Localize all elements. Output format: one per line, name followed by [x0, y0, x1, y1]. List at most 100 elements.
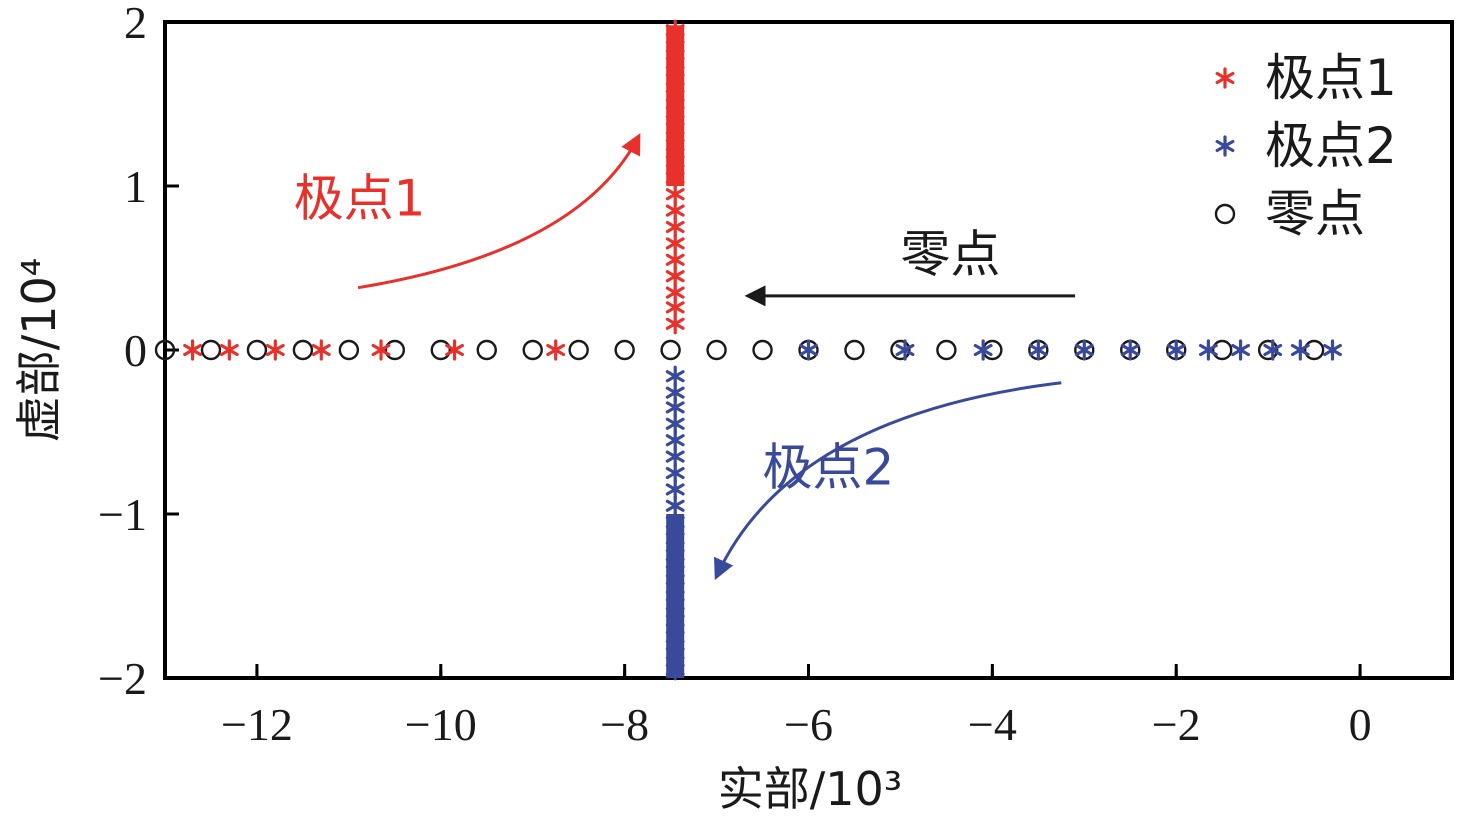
- y-axis-title: 虚部/10⁴: [12, 258, 66, 442]
- asterisk-stroke: [665, 499, 685, 512]
- legend-zero: 零点: [1214, 185, 1365, 243]
- asterisk-stroke: [665, 237, 685, 250]
- zero-point: [430, 339, 451, 361]
- asterisk-stroke: [1215, 71, 1235, 85]
- legend-zero-marker: [1214, 203, 1236, 225]
- zero-point: [568, 339, 589, 361]
- pole1-point: [546, 339, 566, 361]
- asterisk-stroke: [1166, 343, 1186, 357]
- zero-point: [292, 339, 314, 361]
- asterisk-stroke: [665, 301, 685, 314]
- asterisk-stroke: [1074, 343, 1094, 357]
- asterisk-stroke: [371, 343, 391, 357]
- legend-pole1-label: 极点1: [1265, 49, 1397, 107]
- asterisk-stroke: [1215, 139, 1235, 153]
- y-tick-label: −2: [98, 653, 147, 704]
- asterisk-stroke: [665, 466, 685, 480]
- asterisk-stroke: [665, 188, 685, 201]
- asterisk-stroke: [1290, 343, 1310, 357]
- zero-point: [200, 339, 222, 361]
- pole2-point: [973, 339, 993, 361]
- pole2-point: [1231, 339, 1250, 361]
- asterisk-stroke: [1028, 343, 1048, 357]
- legend-pole2: 极点2: [1215, 117, 1397, 175]
- asterisk-stroke: [665, 417, 685, 430]
- pole1-point: [371, 339, 391, 361]
- x-tick-label: −2: [1152, 699, 1201, 750]
- asterisk-stroke: [665, 286, 685, 299]
- asterisk-stroke: [1323, 343, 1342, 357]
- asterisk-stroke: [1198, 343, 1218, 357]
- asterisk-stroke: [665, 253, 685, 266]
- zero-point: [660, 339, 681, 361]
- asterisk-stroke: [665, 204, 685, 217]
- y-tick-label: 1: [124, 161, 147, 212]
- pole2-point: [1323, 339, 1342, 361]
- asterisk-stroke: [665, 434, 685, 447]
- pole1-annotation-label: 极点1: [294, 170, 426, 228]
- pole2-point: [1028, 339, 1048, 361]
- x-tick-label: −6: [784, 699, 833, 750]
- x-tick-label: −8: [600, 699, 649, 750]
- pole2-point: [1198, 339, 1218, 361]
- zero-point: [246, 339, 268, 361]
- pole1-series: [183, 19, 685, 361]
- asterisk-stroke: [665, 370, 685, 383]
- x-tick-label: −12: [221, 699, 293, 750]
- x-axis-ticks: −12 −10 −8 −6 −4 −2 0: [221, 664, 1372, 750]
- pole2-point: [1166, 339, 1186, 361]
- zero-point: [614, 339, 635, 361]
- zero-point: [384, 339, 406, 361]
- asterisk-stroke: [546, 343, 566, 357]
- x-tick-label: −10: [405, 699, 477, 750]
- pole2-point: [1120, 339, 1140, 361]
- zero-point: [706, 339, 727, 361]
- zero-point: [338, 339, 360, 361]
- pole2-locus-band: [666, 514, 685, 678]
- y-tick-label: −1: [98, 489, 147, 540]
- zero-point: [476, 339, 497, 361]
- y-axis-ticks: −2 −1 0 1 2: [98, 0, 179, 704]
- zero-point: [1257, 339, 1279, 361]
- pole1-locus-band: [666, 25, 685, 187]
- pole1-point: [183, 339, 203, 361]
- pole1-point: [311, 339, 331, 361]
- x-tick-label: −4: [968, 699, 1017, 750]
- asterisk-stroke: [665, 317, 685, 330]
- asterisk-stroke: [445, 343, 465, 357]
- zero-point: [890, 339, 911, 361]
- legend-pole2-label: 极点2: [1265, 117, 1397, 175]
- pole2-point: [799, 339, 818, 361]
- zero-point: [154, 339, 176, 361]
- zero-point: [1303, 339, 1325, 361]
- asterisk-stroke: [219, 343, 239, 357]
- pole1-point: [219, 339, 239, 361]
- pole2-point: [1290, 339, 1310, 361]
- pole1-point: [445, 339, 465, 361]
- zero-point: [844, 339, 865, 361]
- y-tick-label: 0: [124, 325, 147, 376]
- pole2-point: [895, 339, 915, 361]
- asterisk-stroke: [895, 343, 915, 357]
- asterisk-stroke: [1263, 343, 1283, 357]
- asterisk-stroke: [183, 343, 203, 357]
- asterisk-stroke: [665, 450, 685, 463]
- pole1-arrow: [357, 133, 641, 290]
- asterisk-stroke: [799, 343, 818, 357]
- x-tick-label: 0: [1349, 699, 1372, 750]
- zero-annotation-label: 零点: [900, 225, 1000, 283]
- pole2-point: [1074, 339, 1094, 361]
- asterisk-stroke: [1231, 343, 1250, 357]
- legend-pole1-marker: [1215, 67, 1235, 89]
- zero-point: [522, 339, 543, 361]
- pole1-point: [265, 339, 285, 361]
- pole2-annotation-label: 极点2: [763, 438, 895, 496]
- asterisk-stroke: [1120, 343, 1140, 357]
- zero-point: [752, 339, 773, 361]
- asterisk-stroke: [665, 483, 685, 496]
- asterisk-stroke: [665, 270, 685, 283]
- zero-point: [936, 339, 957, 361]
- zero-series: [154, 339, 1325, 361]
